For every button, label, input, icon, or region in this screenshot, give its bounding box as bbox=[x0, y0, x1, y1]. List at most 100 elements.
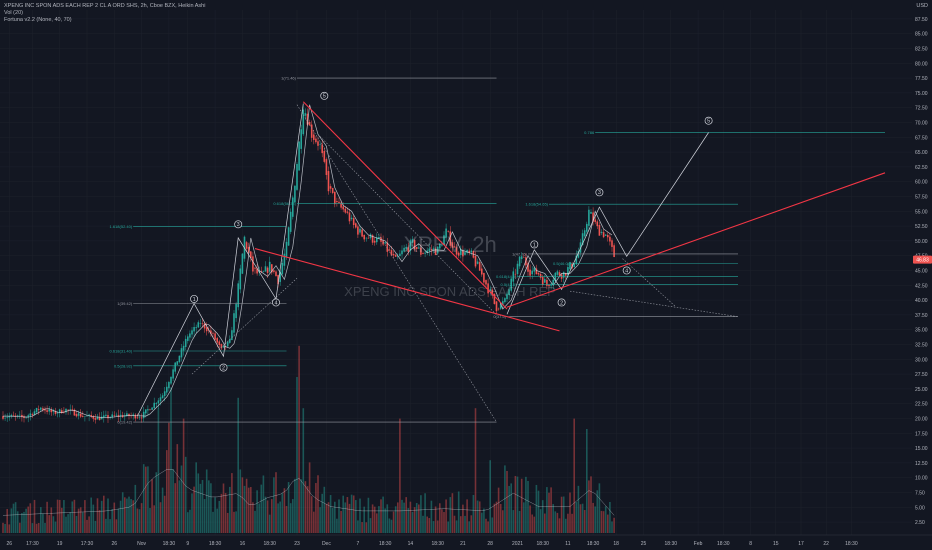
time-tick-label: 18:30 bbox=[845, 541, 858, 547]
symbol-legend[interactable]: XPENG INC SPON ADS EACH REP 2 CL A ORD S… bbox=[4, 3, 206, 9]
candle-body bbox=[583, 230, 586, 237]
candle-body bbox=[600, 231, 603, 234]
volume-bar bbox=[252, 502, 254, 533]
volume-bar bbox=[478, 501, 481, 533]
wave-label-number: 4 bbox=[625, 268, 628, 274]
volume-bar bbox=[432, 521, 435, 533]
candle-body bbox=[54, 411, 57, 414]
candle-body bbox=[485, 280, 487, 285]
volume-bar bbox=[71, 501, 74, 533]
candle-body bbox=[581, 233, 584, 245]
candle-body bbox=[262, 271, 265, 272]
volume-bar bbox=[306, 486, 309, 533]
candle-body bbox=[275, 271, 277, 277]
volume-bar bbox=[464, 515, 466, 533]
time-tick-label: 17:30 bbox=[26, 541, 39, 547]
volume-indicator-legend[interactable]: Vol (20) bbox=[4, 10, 23, 16]
volume-bar bbox=[298, 345, 300, 533]
candle-body bbox=[573, 263, 575, 268]
dotted-projection-line bbox=[569, 290, 739, 317]
price-tick-label: 50.00 bbox=[915, 239, 928, 245]
time-tick-label: Dec bbox=[322, 541, 331, 547]
candle-body bbox=[79, 413, 82, 417]
candle-body bbox=[411, 239, 414, 243]
volume-bar bbox=[518, 510, 521, 533]
volume-bar bbox=[48, 515, 50, 533]
wave-label-circle bbox=[219, 363, 228, 372]
fortuna-indicator-legend[interactable]: Fortuna v2.2 (None, 40, 70) bbox=[4, 17, 72, 23]
candle-body bbox=[126, 413, 128, 416]
volume-bar bbox=[256, 490, 258, 533]
volume-bar bbox=[512, 510, 515, 533]
volume-bar bbox=[25, 508, 27, 533]
volume-bar bbox=[250, 487, 252, 533]
price-tick-label: 17.50 bbox=[915, 431, 928, 437]
volume-bar bbox=[199, 483, 202, 533]
volume-bar bbox=[130, 499, 132, 533]
candle-body bbox=[544, 279, 546, 283]
volume-bar bbox=[560, 496, 563, 533]
candle-body bbox=[292, 197, 294, 217]
price-axis[interactable]: 87.50 85.00 82.50 80.00 77.50 75.00 72.50 70.00… bbox=[913, 17, 932, 526]
candle-body bbox=[533, 267, 536, 272]
volume-bar bbox=[514, 475, 517, 533]
volume-bar bbox=[355, 500, 357, 533]
fib-level-label: 1(39.42) bbox=[117, 301, 133, 306]
time-tick-label: 18:30 bbox=[536, 541, 549, 547]
volume-bar bbox=[407, 508, 410, 533]
volume-bar bbox=[222, 483, 225, 533]
volume-bar bbox=[596, 490, 599, 533]
volume-bar bbox=[573, 418, 575, 533]
volume-bar bbox=[27, 506, 29, 533]
wave-label: 1 bbox=[530, 240, 539, 249]
volume-bar bbox=[136, 508, 139, 533]
price-tick-label: 15.00 bbox=[915, 446, 928, 452]
volume-bar bbox=[182, 418, 185, 533]
fib-level-label: 1(47.76) bbox=[512, 251, 528, 256]
volume-bar bbox=[609, 501, 611, 533]
volume-bar bbox=[583, 510, 586, 533]
time-tick-label: 7 bbox=[357, 541, 360, 547]
volume-bar bbox=[287, 482, 290, 533]
volume-bar bbox=[205, 469, 208, 533]
candle-body bbox=[422, 253, 424, 254]
candle-body bbox=[103, 415, 105, 418]
volume-bar bbox=[533, 516, 536, 533]
candle-body bbox=[508, 289, 510, 296]
candle-body bbox=[439, 243, 441, 249]
wave-label-circle bbox=[622, 266, 631, 275]
volume-bar bbox=[384, 508, 386, 533]
candle-body bbox=[27, 415, 29, 418]
candle-body bbox=[33, 411, 36, 415]
candle-body bbox=[548, 284, 550, 287]
candle-body bbox=[562, 271, 565, 278]
fib-level-label: 1.618(54.65) bbox=[525, 202, 548, 207]
volume-bar bbox=[8, 524, 11, 533]
candle-body bbox=[201, 323, 204, 325]
time-axis[interactable]: 26 17:30 19 17:30 26 Nov 18:30 9 18:30 16 18:30 23 D… bbox=[0, 534, 932, 547]
volume-bar bbox=[428, 518, 431, 533]
time-tick-label: Nov bbox=[137, 541, 146, 547]
candle-body bbox=[527, 263, 529, 272]
volume-bar bbox=[229, 486, 231, 533]
volume-bar bbox=[23, 511, 25, 533]
candle-body bbox=[176, 361, 179, 365]
volume-bar bbox=[357, 520, 359, 533]
price-tick-label: 67.50 bbox=[915, 135, 928, 141]
candle-body bbox=[319, 144, 321, 145]
candle-body bbox=[331, 188, 334, 193]
candle-body bbox=[502, 301, 504, 305]
price-tick-label: 27.50 bbox=[915, 372, 928, 378]
volume-bar bbox=[61, 507, 63, 533]
volume-bar bbox=[163, 495, 166, 533]
candle-body bbox=[132, 414, 134, 416]
volume-bar bbox=[149, 508, 151, 533]
price-tick-label: 20.00 bbox=[915, 416, 928, 422]
price-tick-label: 10.00 bbox=[915, 476, 928, 482]
volume-bar bbox=[550, 487, 552, 533]
volume-bar bbox=[58, 499, 61, 533]
candle-body bbox=[37, 409, 40, 410]
volume-bar bbox=[399, 418, 401, 533]
volume-bar bbox=[151, 479, 153, 533]
